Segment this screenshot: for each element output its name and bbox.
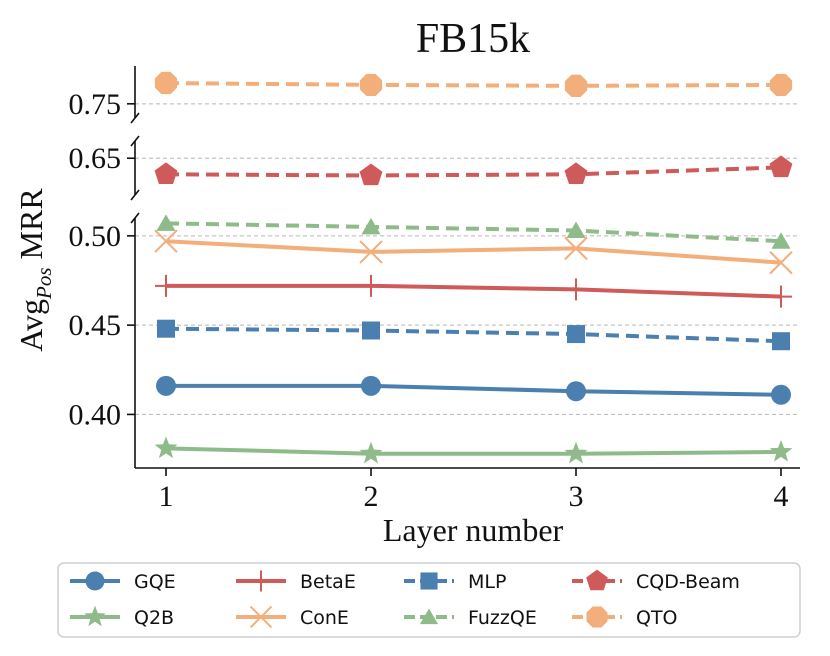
data-point-fuzzqe	[771, 232, 791, 249]
axis-break-mark	[130, 212, 140, 224]
data-point-betae	[565, 278, 587, 301]
y-tick-label: 0.65	[69, 142, 122, 175]
x-axis-title: Layer number	[383, 512, 564, 548]
series-betae	[155, 274, 792, 308]
legend-marker	[250, 570, 272, 592]
data-point-qto	[359, 73, 383, 96]
data-point-q2b	[564, 441, 588, 464]
y-tick-label: 0.75	[69, 88, 122, 121]
legend-marker	[420, 572, 438, 590]
y-tick-label: 0.40	[69, 398, 122, 431]
series-line-cone	[165, 239, 782, 265]
axis-break-mark	[130, 135, 140, 147]
y-axis-title: AvgPos MRR	[13, 188, 56, 352]
data-point-mlp	[362, 321, 380, 340]
series-line-fuzzqe	[165, 221, 782, 244]
data-point-qto	[769, 73, 793, 96]
data-point-q2b	[359, 441, 383, 464]
axes: 0.75 0.65 0.40 0.45 0.50 1 2 3 4	[69, 66, 800, 513]
grid-lines	[135, 103, 800, 415]
data-point-fuzzqe	[361, 217, 381, 235]
x-tick-label: 1	[159, 480, 174, 513]
legend-entry-cqd-beam: CQD-Beam	[572, 569, 740, 593]
legend-label: ConE	[300, 607, 349, 629]
legend-entry-gqe: GQE	[70, 571, 176, 593]
data-point-q2b	[154, 436, 178, 459]
legend-marker	[249, 605, 273, 629]
data-point-betae	[155, 274, 177, 297]
legend-entry-q2b: Q2B	[70, 605, 174, 629]
legend: GQE BetaE MLP CQD-Beam Q2B ConE FuzzQE QTO	[57, 562, 801, 638]
series-q2b	[154, 436, 793, 464]
data-point-gqe	[156, 375, 176, 396]
data-point-cone	[359, 240, 383, 264]
data-point-qto	[564, 74, 588, 97]
series-layer	[154, 71, 793, 464]
legend-marker	[419, 608, 439, 625]
data-point-fuzzqe	[156, 214, 176, 231]
x-tick-label: 4	[774, 480, 789, 513]
data-point-gqe	[361, 375, 381, 396]
data-point-gqe	[771, 384, 791, 405]
data-point-gqe	[566, 381, 586, 402]
y-axis-title-main: Avg	[13, 299, 49, 352]
data-point-cone	[564, 236, 588, 261]
data-point-mlp	[157, 319, 175, 338]
axis-break-mark	[130, 112, 140, 124]
data-point-cqd-beam	[359, 163, 383, 186]
y-tick-label: 0.45	[69, 309, 122, 342]
legend-marker	[586, 569, 608, 591]
legend-marker	[586, 606, 608, 628]
legend-label: QTO	[636, 607, 678, 629]
data-point-mlp	[567, 325, 585, 344]
y-axis-title-subscript: Pos	[32, 267, 56, 300]
data-point-betae	[770, 285, 792, 308]
series-cqd-beam	[154, 155, 793, 186]
series-line-qto	[165, 81, 782, 88]
legend-marker	[84, 605, 106, 627]
data-point-qto	[154, 71, 178, 95]
y-tick-label: 0.50	[69, 220, 122, 253]
legend-label: BetaE	[300, 571, 356, 593]
legend-label: GQE	[134, 571, 176, 593]
series-mlp	[157, 319, 790, 351]
legend-entry-fuzzqe: FuzzQE	[404, 607, 537, 629]
data-point-cqd-beam	[154, 162, 178, 185]
legend-entry-cone: ConE	[236, 605, 349, 629]
legend-label: CQD-Beam	[636, 571, 740, 593]
data-point-cqd-beam	[769, 155, 793, 178]
legend-label: Q2B	[134, 607, 174, 629]
legend-entry-mlp: MLP	[404, 571, 506, 593]
series-line-gqe	[166, 383, 782, 397]
data-point-fuzzqe	[566, 221, 586, 238]
data-point-cone	[154, 229, 178, 253]
data-point-betae	[360, 274, 382, 297]
series-cone	[154, 229, 793, 275]
series-gqe	[156, 375, 791, 405]
series-line-betae	[166, 283, 782, 299]
series-line-q2b	[165, 446, 782, 456]
series-line-cqd-beam	[165, 165, 782, 178]
series-qto	[154, 71, 793, 97]
legend-entries: GQE BetaE MLP CQD-Beam Q2B ConE FuzzQE QTO	[70, 569, 740, 629]
chart-title: FB15k	[416, 16, 530, 62]
x-tick-label: 2	[364, 480, 379, 513]
data-point-mlp	[772, 332, 790, 351]
data-point-cqd-beam	[564, 162, 588, 185]
x-tick-label: 3	[569, 480, 584, 513]
series-line-mlp	[165, 326, 782, 344]
y-axis-title-tail: MRR	[13, 188, 49, 268]
data-point-cone	[769, 250, 793, 275]
data-point-q2b	[769, 439, 793, 462]
legend-label: MLP	[468, 571, 506, 593]
legend-entry-betae: BetaE	[236, 570, 356, 593]
legend-entry-qto: QTO	[572, 606, 678, 629]
series-fuzzqe	[156, 214, 791, 249]
legend-label: FuzzQE	[468, 607, 537, 629]
legend-marker	[85, 571, 105, 591]
axis-break-mark	[130, 189, 140, 201]
